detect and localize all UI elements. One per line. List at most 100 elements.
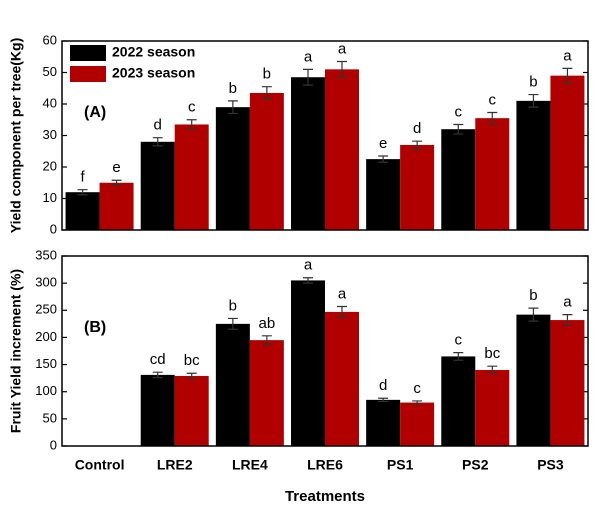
plot-frame [61,40,589,231]
x-axis-label: Treatments [285,488,365,505]
error-bar [562,314,573,327]
bar [174,124,209,230]
error-bar [453,352,464,361]
bar [291,280,325,446]
y-tick-label: 100 [35,383,57,398]
significance-letter: d [154,117,162,134]
panel-label: (B) [84,319,106,336]
significance-letter: a [304,257,313,274]
bar [400,402,435,446]
significance-letter: b [529,287,537,304]
error-bar [111,179,122,186]
legend-label: 2022 season [112,44,195,60]
significance-letter: f [80,169,85,186]
significance-letter: a [338,40,347,57]
significance-letter: ab [259,315,276,332]
error-bar [186,119,197,130]
x-tick-label: PS1 [387,457,414,473]
error-bar [487,365,498,375]
bar [400,144,435,230]
bar [65,192,100,230]
bar [516,314,551,446]
x-tick-label: LRE6 [307,457,343,473]
plot-frame [61,255,589,447]
significance-letter: c [489,91,497,108]
bar [249,92,284,230]
bar [291,77,325,230]
error-bar [562,67,573,84]
significance-letter: c [455,332,463,349]
x-tick-label: PS3 [537,457,564,473]
error-bar [152,137,163,147]
y-tick-label: 50 [43,64,57,79]
bar [215,107,250,230]
significance-letter: e [112,159,120,176]
error-bar [152,371,163,379]
error-bar [378,397,389,403]
legend-swatch [70,66,106,82]
significance-letter: d [413,120,421,137]
error-bar [337,305,347,318]
error-bar [412,400,423,405]
bar [140,141,175,230]
bar [550,320,585,446]
error-bar [227,317,238,330]
error-bar [261,86,272,100]
bar [475,118,510,230]
error-bar [453,123,464,135]
significance-letter: d [379,377,387,394]
error-bar [77,189,88,196]
x-tick-label: LRE2 [157,457,193,473]
bar [174,375,209,446]
y-tick-label: 200 [35,329,57,344]
legend-label: 2023 season [112,65,195,81]
x-tick-label: Control [75,457,125,473]
y-axis-label: Yield component per tree(Kg) [8,38,24,234]
significance-letter: a [304,48,313,65]
x-tick-label: PS2 [462,457,489,473]
bar [249,340,284,446]
error-bar [528,307,539,322]
significance-letter: a [563,294,572,311]
significance-letter: b [263,66,271,83]
significance-letter: bc [484,345,500,362]
y-tick-label: 60 [43,32,57,47]
error-bar [261,335,272,346]
y-tick-label: 20 [43,158,57,173]
bar [550,75,585,231]
error-bar [227,100,238,115]
bar [215,323,250,446]
y-tick-label: 0 [50,221,57,236]
error-bar [303,277,313,284]
significance-letter: e [379,135,387,152]
error-bar [303,68,313,86]
significance-letter: a [338,285,347,302]
significance-letter: c [413,380,421,397]
y-tick-label: 30 [43,127,57,142]
y-tick-label: 50 [43,410,57,425]
significance-letter: b [229,80,237,97]
y-tick-label: 350 [35,247,57,262]
bar [441,356,476,446]
error-bar [412,140,423,150]
bar [325,311,359,446]
significance-letter: bc [184,352,200,369]
y-tick-label: 150 [35,356,57,371]
y-tick-label: 250 [35,302,57,317]
significance-letter: b [529,74,537,91]
significance-letter: b [229,297,237,314]
y-tick-label: 0 [50,437,57,452]
y-tick-label: 40 [43,95,57,110]
bar [99,182,134,230]
error-bar [528,93,539,108]
x-tick-label: LRE4 [232,457,268,473]
bar [441,129,476,230]
y-axis-label: Fruit Yield increment (%) [8,269,24,433]
bar [366,399,401,446]
significance-letter: cd [150,351,166,368]
bar [325,69,359,230]
error-bar [378,155,389,163]
bar [516,100,551,230]
bar [475,370,510,446]
